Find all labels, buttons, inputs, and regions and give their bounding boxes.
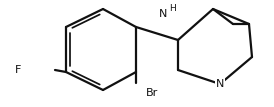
Text: F: F (15, 65, 21, 75)
Text: N: N (216, 79, 224, 89)
Text: N: N (159, 9, 167, 19)
Text: Br: Br (146, 88, 158, 98)
Text: H: H (169, 4, 175, 13)
